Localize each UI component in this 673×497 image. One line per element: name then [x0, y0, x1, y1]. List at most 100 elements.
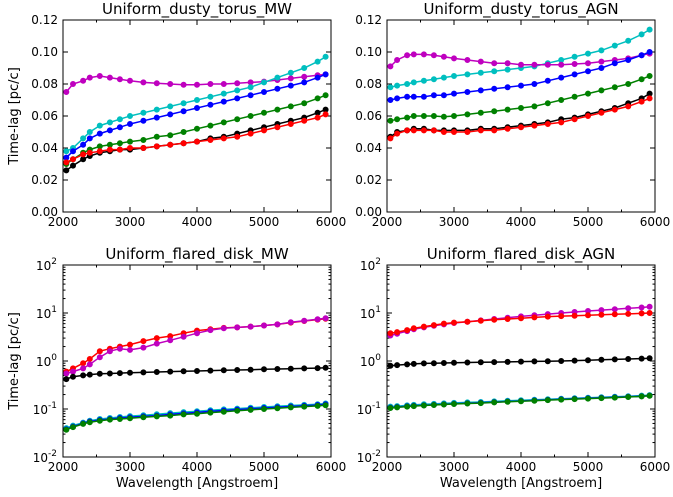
data-point-green — [153, 133, 160, 140]
x-tick-label: 3000 — [439, 460, 470, 474]
data-point-black — [247, 366, 254, 373]
data-point-magenta — [116, 76, 123, 83]
data-point-green — [646, 392, 653, 399]
data-point-cyan — [638, 31, 645, 38]
data-point-magenta — [625, 305, 632, 312]
data-point-red — [477, 317, 484, 324]
data-point-black — [96, 370, 103, 377]
data-point-black — [207, 367, 214, 374]
data-point-cyan — [420, 77, 427, 84]
data-point-black — [180, 368, 187, 375]
data-point-black — [153, 369, 160, 375]
data-point-red — [440, 320, 447, 327]
data-point-green — [598, 395, 605, 402]
y-axis-label: Time-lag [pc/c] — [7, 312, 22, 411]
data-point-red — [646, 95, 653, 102]
data-point-red — [491, 127, 498, 134]
data-point-red — [274, 124, 281, 131]
series-green — [63, 402, 329, 433]
series-blue — [387, 49, 653, 103]
data-point-red — [301, 117, 308, 124]
y-tick-label: 0.04 — [31, 141, 58, 155]
data-point-red — [116, 146, 123, 153]
x-tick-label: 4000 — [506, 215, 537, 229]
data-point-blue — [387, 97, 394, 103]
data-point-black — [116, 370, 123, 377]
data-point-cyan — [180, 100, 187, 107]
x-tick-label: 4000 — [506, 460, 537, 474]
data-point-green — [167, 132, 174, 139]
data-point-green — [430, 402, 437, 408]
data-point-black — [314, 109, 321, 116]
data-point-black — [63, 167, 70, 174]
x-tick-label: 6000 — [316, 460, 347, 474]
data-point-red — [153, 143, 160, 150]
data-point-green — [420, 113, 427, 119]
data-point-red — [504, 125, 511, 132]
data-point-magenta — [491, 60, 498, 67]
data-point-blue — [261, 89, 267, 95]
data-point-blue — [646, 49, 653, 55]
data-point-cyan — [153, 106, 160, 113]
data-point-green — [301, 100, 308, 107]
data-point-black — [611, 356, 618, 363]
data-point-black — [234, 367, 241, 373]
data-point-green — [558, 396, 565, 403]
data-point-magenta — [127, 346, 133, 353]
data-point-green — [194, 410, 200, 417]
data-point-red — [220, 135, 227, 142]
data-point-blue — [167, 111, 174, 118]
data-point-red — [464, 129, 471, 135]
data-point-black — [646, 90, 653, 97]
data-point-cyan — [430, 76, 437, 83]
series-magenta — [387, 50, 653, 70]
data-point-red — [625, 103, 632, 110]
data-point-green — [585, 90, 591, 97]
data-point-red — [477, 127, 484, 134]
data-point-magenta — [167, 337, 174, 344]
data-point-green — [387, 117, 394, 124]
data-point-magenta — [558, 61, 565, 68]
data-point-green — [558, 97, 565, 103]
data-point-cyan — [140, 109, 147, 116]
y-tick-label: 0.02 — [355, 173, 382, 187]
data-point-magenta — [410, 51, 417, 58]
data-point-red — [387, 135, 394, 142]
data-point-black — [504, 358, 511, 365]
data-point-black — [420, 360, 427, 367]
data-point-cyan — [127, 113, 133, 119]
data-point-cyan — [207, 93, 214, 100]
data-point-red — [585, 113, 591, 119]
data-point-magenta — [430, 52, 437, 59]
x-tick-label: 5000 — [249, 460, 280, 474]
data-point-black — [646, 355, 653, 362]
data-point-green — [86, 419, 93, 426]
data-point-red — [287, 121, 294, 127]
data-point-magenta — [387, 63, 394, 70]
data-point-red — [558, 313, 565, 320]
data-point-green — [70, 424, 76, 431]
data-point-red — [207, 137, 214, 143]
series-line-magenta — [390, 305, 650, 337]
data-point-magenta — [220, 325, 227, 332]
series-red — [63, 315, 329, 375]
data-point-blue — [153, 114, 160, 121]
data-point-green — [96, 143, 103, 150]
x-tick-label: 5000 — [573, 215, 604, 229]
data-point-green — [394, 404, 401, 411]
series-green — [387, 392, 653, 411]
data-point-green — [322, 402, 329, 409]
data-point-red — [598, 311, 605, 318]
data-point-blue — [207, 101, 214, 108]
data-point-magenta — [287, 319, 294, 326]
y-tick-label: 102 — [36, 257, 57, 273]
data-point-magenta — [207, 327, 214, 334]
y-tick-label: 101 — [36, 305, 57, 321]
data-point-magenta — [70, 81, 76, 87]
data-point-red — [544, 121, 551, 127]
data-point-magenta — [638, 304, 645, 311]
x-tick-label: 3000 — [439, 215, 470, 229]
data-point-green — [598, 87, 605, 94]
x-tick-label: 3000 — [115, 215, 146, 229]
data-point-blue — [86, 135, 93, 142]
